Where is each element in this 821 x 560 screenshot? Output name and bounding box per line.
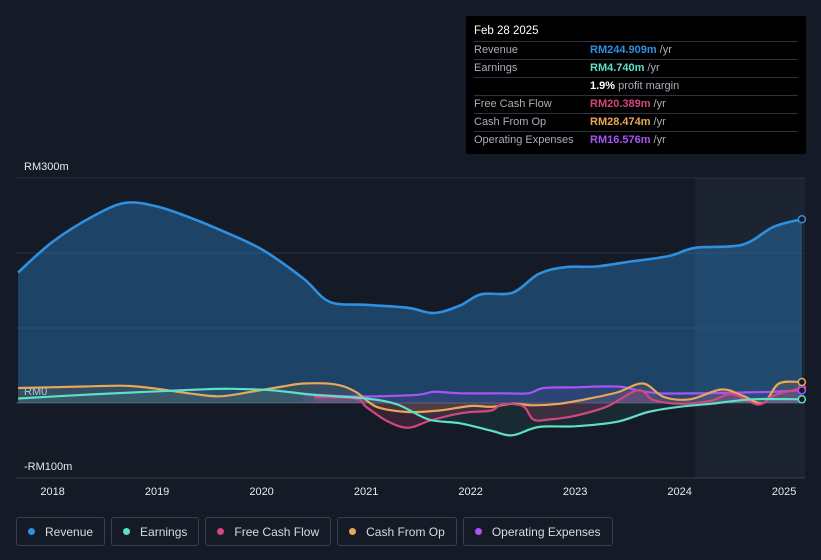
legend-item-earnings[interactable]: Earnings — [111, 517, 200, 546]
legend-label: Operating Expenses — [491, 524, 601, 539]
tooltip-row-unit: /yr — [653, 116, 666, 128]
legend-label: Free Cash Flow — [234, 524, 320, 539]
series-endpoint-operating-expenses — [797, 386, 807, 395]
tooltip-row: Free Cash Flow RM20.389m/yr — [474, 96, 798, 114]
y-tick-label: -RM100m — [24, 461, 72, 473]
series-line-cash-from-op — [18, 380, 802, 414]
x-tick-label: 2021 — [354, 486, 378, 498]
y-tick-label: RM300m — [24, 161, 69, 173]
legend-label: Revenue — [45, 524, 94, 539]
tooltip-row-label: Operating Expenses — [474, 134, 574, 146]
tooltip-row-label: Revenue — [474, 44, 519, 56]
tooltip-row-value: RM20.389m — [590, 98, 651, 110]
series-area-earnings — [18, 388, 802, 436]
x-tick-label: 2019 — [145, 486, 169, 498]
tooltip-row-value: RM28.474m — [590, 116, 651, 128]
series-area-revenue — [18, 202, 802, 403]
legend-label: Cash From Op — [366, 524, 445, 539]
x-tick-label: 2018 — [40, 486, 64, 498]
tooltip-row-unit: /yr — [659, 44, 672, 56]
tooltip-row-unit: profit margin — [618, 80, 680, 92]
tooltip-row-label: Cash From Op — [474, 116, 547, 128]
tooltip-date: Feb 28 2025 — [474, 23, 798, 42]
tooltip-row-unit: /yr — [653, 98, 666, 110]
series-area-free-cash-flow — [313, 388, 802, 428]
y-tick-label: RM0 — [24, 386, 47, 398]
tooltip-row-value: RM16.576m — [590, 134, 651, 146]
series-line-free-cash-flow — [313, 386, 803, 429]
x-tick-label: 2020 — [249, 486, 273, 498]
tooltip-row-label: Earnings — [474, 62, 518, 74]
series-endpoint-cash-from-op — [797, 377, 807, 387]
tooltip-row-unit: /yr — [647, 62, 660, 74]
series-endpoint-earnings — [797, 395, 807, 404]
tooltip-row-label: Free Cash Flow — [474, 98, 552, 110]
tooltip-row-value: 1.9% — [590, 80, 616, 92]
tooltip-panel: Feb 28 2025 Revenue RM244.909m/yr Earnings… — [466, 16, 806, 154]
legend-dot-icon — [28, 528, 35, 535]
series-line-operating-expenses — [303, 385, 802, 398]
legend: Revenue Earnings Free Cash Flow Cash From O… — [16, 517, 619, 546]
x-tick-label: 2023 — [563, 486, 587, 498]
legend-item-revenue[interactable]: Revenue — [16, 517, 106, 546]
legend-item-free-cash-flow[interactable]: Free Cash Flow — [205, 517, 332, 546]
legend-item-cash-from-op[interactable]: Cash From Op — [337, 517, 457, 546]
tooltip-row: Revenue RM244.909m/yr — [474, 42, 798, 60]
legend-dot-icon — [217, 528, 225, 535]
tooltip-row-value: RM4.740m — [590, 62, 645, 74]
x-tick-label: 2025 — [772, 486, 796, 498]
tooltip-row: 1.9% profit margin — [474, 78, 798, 96]
series-line-revenue — [17, 201, 803, 315]
legend-dot-icon — [349, 528, 357, 535]
series-endpoint-revenue — [797, 215, 807, 224]
tooltip-row: Earnings RM4.740m/yr — [474, 60, 798, 78]
tooltip-row: Cash From Op RM28.474m/yr — [474, 114, 798, 132]
tooltip-row: Operating Expenses RM16.576m/yr — [474, 132, 798, 149]
tooltip-row-unit: /yr — [653, 134, 666, 146]
legend-dot-icon — [123, 528, 131, 535]
x-tick-label: 2024 — [667, 486, 691, 498]
x-tick-label: 2022 — [458, 486, 482, 498]
legend-label: Earnings — [140, 524, 188, 539]
series-area-cash-from-op — [18, 381, 802, 413]
legend-item-operating-expenses[interactable]: Operating Expenses — [462, 517, 613, 546]
tooltip-row-label — [474, 78, 590, 95]
series-line-earnings — [18, 387, 802, 437]
legend-dot-icon — [474, 528, 482, 535]
tooltip-row-value: RM244.909m — [590, 44, 657, 56]
